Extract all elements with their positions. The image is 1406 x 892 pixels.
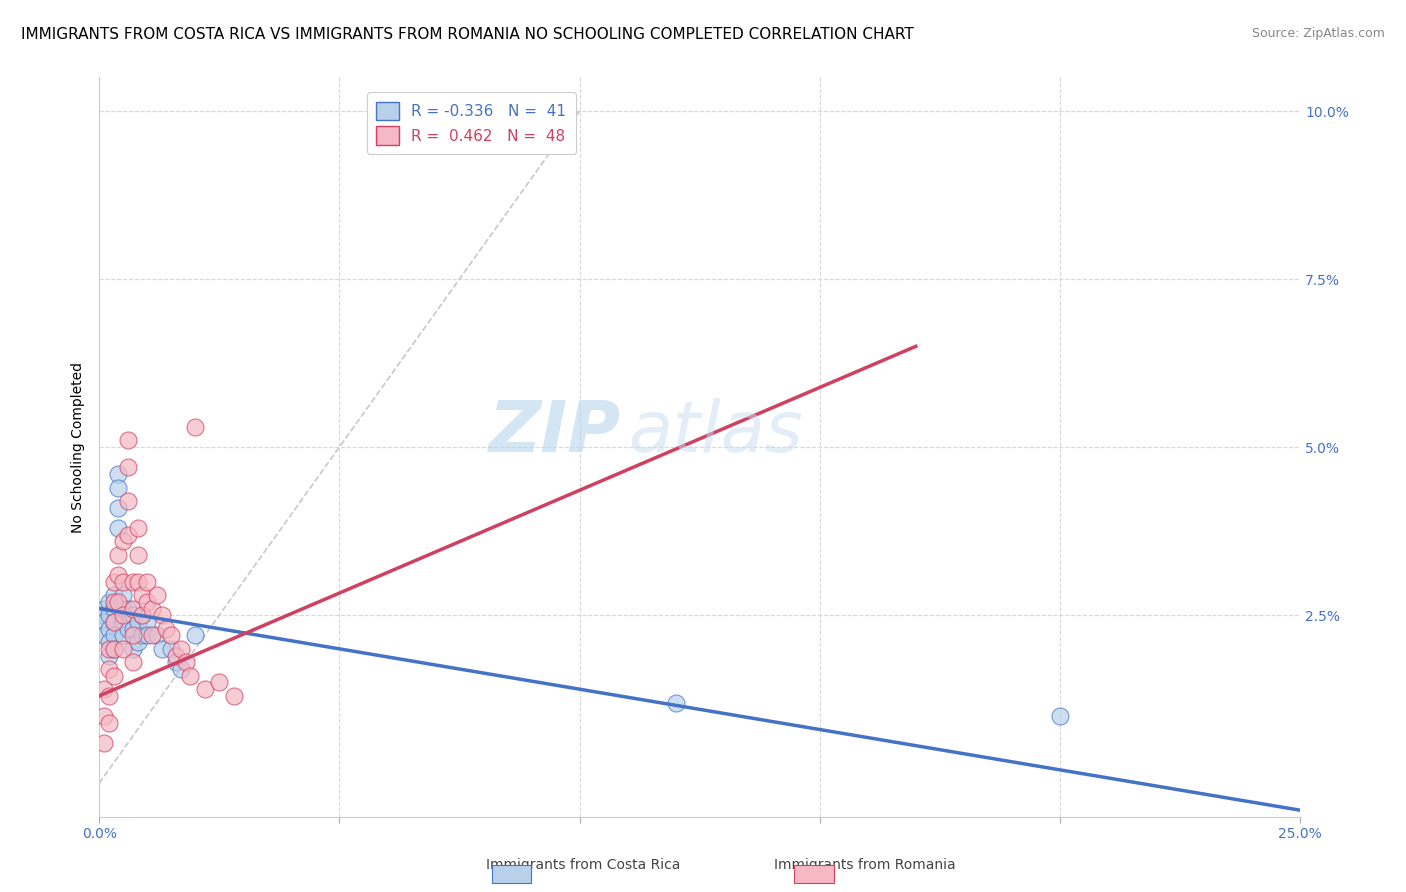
Point — [194, 682, 217, 697]
Point — [131, 608, 153, 623]
Point — [107, 467, 129, 481]
Point — [121, 601, 143, 615]
Point — [184, 628, 207, 642]
Point — [121, 655, 143, 669]
Point — [146, 588, 169, 602]
Text: Immigrants from Costa Rica: Immigrants from Costa Rica — [486, 858, 681, 872]
Point — [103, 615, 125, 629]
Point — [665, 696, 688, 710]
Point — [93, 601, 115, 615]
Point — [121, 622, 143, 636]
Point — [97, 595, 120, 609]
Point — [179, 669, 201, 683]
Point — [117, 622, 139, 636]
Point — [97, 622, 120, 636]
Point — [131, 608, 153, 623]
Point — [146, 628, 169, 642]
Point — [127, 521, 149, 535]
Point — [112, 641, 135, 656]
Point — [112, 534, 135, 549]
Point — [174, 655, 197, 669]
Point — [117, 434, 139, 448]
Text: IMMIGRANTS FROM COSTA RICA VS IMMIGRANTS FROM ROMANIA NO SCHOOLING COMPLETED COR: IMMIGRANTS FROM COSTA RICA VS IMMIGRANTS… — [21, 27, 914, 42]
Point — [184, 420, 207, 434]
Point — [97, 648, 120, 663]
Point — [136, 574, 159, 589]
Point — [1049, 709, 1071, 723]
Point — [103, 615, 125, 629]
Text: Source: ZipAtlas.com: Source: ZipAtlas.com — [1251, 27, 1385, 40]
Point — [160, 628, 183, 642]
Point — [93, 615, 115, 629]
Point — [141, 601, 163, 615]
Y-axis label: No Schooling Completed: No Schooling Completed — [72, 361, 86, 533]
Point — [141, 628, 163, 642]
Point — [150, 608, 173, 623]
Point — [103, 588, 125, 602]
Point — [127, 615, 149, 629]
Point — [103, 595, 125, 609]
Point — [112, 601, 135, 615]
Point — [112, 615, 135, 629]
Point — [107, 500, 129, 515]
Point — [165, 655, 187, 669]
Point — [127, 574, 149, 589]
Point — [97, 689, 120, 703]
Point — [93, 608, 115, 623]
Point — [103, 641, 125, 656]
Point — [208, 675, 231, 690]
Point — [121, 641, 143, 656]
Point — [160, 641, 183, 656]
Point — [117, 601, 139, 615]
Text: Immigrants from Romania: Immigrants from Romania — [773, 858, 956, 872]
Point — [112, 608, 135, 623]
Point — [155, 622, 177, 636]
Point — [93, 736, 115, 750]
Point — [107, 568, 129, 582]
Point — [107, 595, 129, 609]
Point — [131, 588, 153, 602]
Point — [165, 648, 187, 663]
Point — [136, 628, 159, 642]
Point — [93, 682, 115, 697]
Point — [103, 628, 125, 642]
Point — [97, 608, 120, 623]
Legend: R = -0.336   N =  41, R =  0.462   N =  48: R = -0.336 N = 41, R = 0.462 N = 48 — [367, 93, 575, 154]
Point — [121, 628, 143, 642]
Point — [107, 481, 129, 495]
Text: atlas: atlas — [627, 398, 803, 467]
Point — [117, 460, 139, 475]
Point — [103, 641, 125, 656]
Point — [93, 709, 115, 723]
Point — [112, 574, 135, 589]
Point — [127, 548, 149, 562]
Point — [117, 494, 139, 508]
Point — [222, 689, 245, 703]
Point — [112, 628, 135, 642]
Point — [97, 641, 120, 656]
Point — [170, 662, 193, 676]
Point — [97, 662, 120, 676]
Point — [121, 574, 143, 589]
Point — [97, 715, 120, 730]
Point — [107, 548, 129, 562]
Point — [93, 628, 115, 642]
Point — [103, 601, 125, 615]
Point — [103, 574, 125, 589]
Point — [107, 521, 129, 535]
Point — [117, 527, 139, 541]
Point — [170, 641, 193, 656]
Point — [131, 628, 153, 642]
Point — [136, 615, 159, 629]
Point — [121, 608, 143, 623]
Point — [127, 635, 149, 649]
Point — [112, 588, 135, 602]
Point — [97, 635, 120, 649]
Point — [103, 669, 125, 683]
Point — [136, 595, 159, 609]
Point — [150, 641, 173, 656]
Text: ZIP: ZIP — [489, 398, 621, 467]
